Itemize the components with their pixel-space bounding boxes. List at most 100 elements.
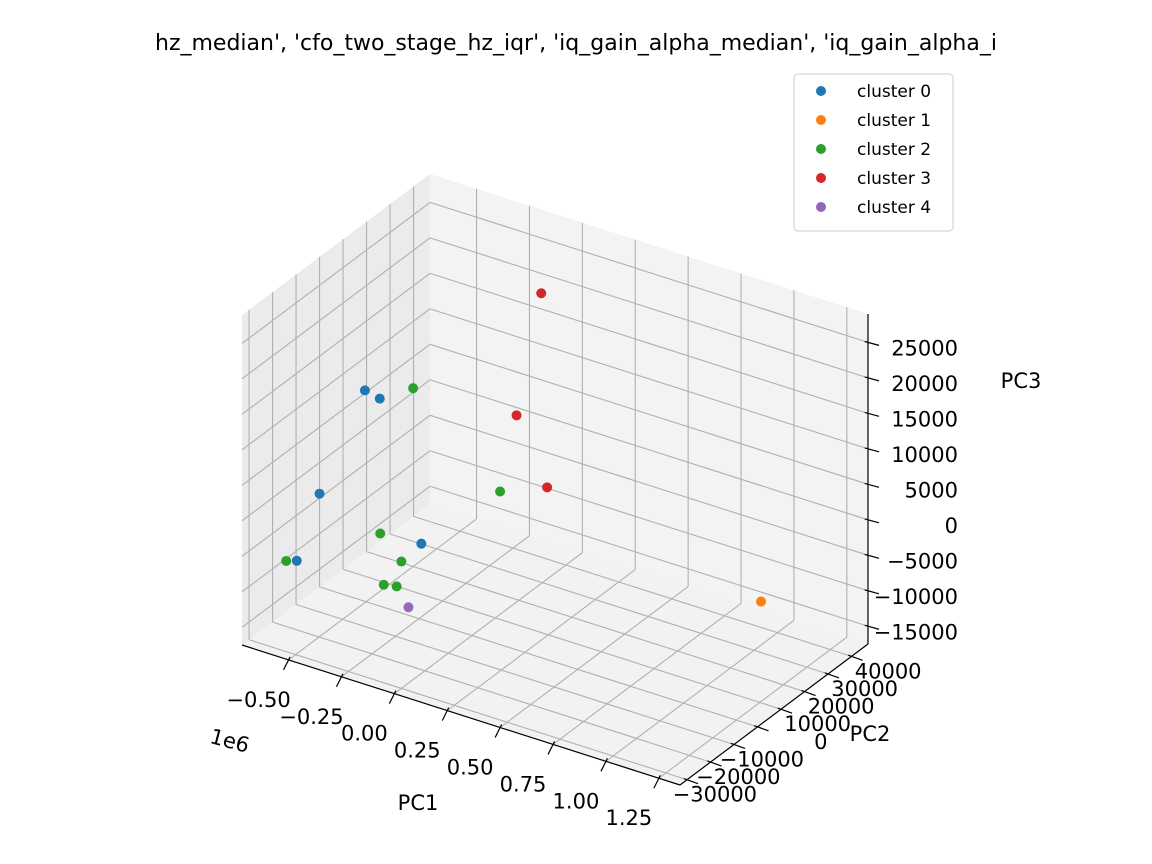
grid-line-z	[429, 485, 869, 627]
grid-line-z	[241, 450, 431, 593]
scatter-point	[408, 383, 419, 394]
y-tick-label: −10000	[720, 747, 804, 771]
grid-lines	[241, 186, 869, 781]
x-tick-label: 0.50	[447, 756, 494, 780]
z-tick-mark	[864, 376, 880, 382]
x-tick-label: 1.00	[553, 789, 600, 813]
scatter-point	[542, 482, 553, 493]
z-tick-label: 25000	[891, 336, 958, 360]
x-tick-mark	[494, 724, 503, 738]
chart-title: hz_median', 'cfo_two_stage_hz_iqr', 'iq_…	[155, 31, 997, 56]
x-tick-label: 0.25	[394, 739, 441, 763]
grid-line-z	[241, 485, 431, 628]
scatter-point	[375, 528, 386, 539]
z-tick-label: −5000	[887, 549, 958, 573]
z-tick-label: 15000	[891, 407, 958, 431]
grid-line-z	[241, 201, 431, 344]
left-wall-pane	[242, 174, 430, 645]
x-tick-label: 1.25	[605, 806, 652, 830]
legend-label: cluster 1	[857, 111, 931, 131]
z-tick-label: 0	[945, 514, 958, 538]
scatter-point	[403, 602, 414, 613]
grid-line-y	[389, 533, 829, 675]
scatter-point	[756, 596, 767, 607]
grid-line-z	[241, 237, 431, 380]
x-axis-line	[241, 644, 681, 786]
y-axis-line	[679, 643, 869, 786]
axis-panes	[242, 174, 868, 785]
y-tick-label: 30000	[831, 677, 898, 701]
x-tick-mark	[388, 690, 397, 704]
legend-marker	[816, 86, 826, 96]
legend-frame	[793, 73, 954, 232]
x-tick-label: 0.75	[500, 772, 547, 796]
x-tick-mark	[600, 758, 608, 772]
grid-line-z	[429, 379, 869, 521]
z-tick-mark	[864, 624, 880, 630]
grid-line-y	[413, 515, 852, 657]
z-tick-mark	[864, 553, 880, 559]
z-tick-label: 20000	[891, 372, 958, 396]
floor-pane	[242, 504, 868, 785]
grid-line-z	[429, 201, 869, 343]
y-tick-mark	[707, 760, 722, 767]
grid-line-z	[241, 343, 431, 486]
scatter-point	[374, 393, 385, 404]
x-tick-mark	[335, 673, 344, 688]
y-tick-label: 40000	[855, 659, 922, 683]
scatter-point	[416, 538, 427, 549]
y-tick-label: 0	[814, 730, 827, 754]
x-tick-label: 0.00	[341, 722, 388, 746]
grid-line-x	[446, 569, 636, 712]
y-tick-label: 10000	[784, 712, 851, 736]
z-tick-label: −10000	[874, 585, 958, 609]
grid-line-z	[429, 414, 869, 556]
x-tick-mark	[547, 741, 556, 755]
y-tick-mark	[801, 689, 816, 697]
scatter-point	[536, 288, 547, 299]
scatter-point	[359, 385, 370, 396]
grid-line-x	[605, 619, 795, 762]
x-tick-label: −0.50	[226, 688, 290, 712]
x-tick-label: −0.25	[279, 705, 343, 729]
data-points	[281, 288, 767, 613]
x-axis-label: PC1	[398, 791, 439, 815]
grid-line-y	[319, 586, 758, 728]
x-tick-mark	[283, 656, 291, 671]
legend-label: cluster 2	[857, 140, 931, 160]
grid-line-z	[429, 237, 869, 379]
z-tick-mark	[864, 518, 880, 524]
scatter-point	[291, 555, 302, 566]
z-tick-label: −15000	[874, 620, 958, 644]
scatter-point	[396, 556, 407, 567]
scatter-point	[391, 581, 402, 592]
z-tick-label: 10000	[891, 443, 958, 467]
legend-label: cluster 3	[857, 169, 931, 189]
grid-line-z	[429, 343, 869, 485]
y-tick-mark	[754, 725, 769, 732]
legend-marker	[816, 202, 826, 212]
z-tick-mark	[864, 447, 880, 453]
grid-line-x	[552, 602, 742, 745]
y-tick-mark	[730, 742, 746, 750]
grid-line-z	[241, 414, 431, 557]
legend-marker	[816, 115, 826, 125]
z-axis-label: PC3	[1001, 369, 1042, 393]
grid-line-x	[658, 636, 848, 779]
scatter-point	[378, 579, 389, 590]
legend-marker	[816, 173, 826, 183]
x-tick-mark	[653, 774, 661, 789]
grid-line-y	[248, 639, 688, 781]
y-tick-label: −30000	[673, 783, 757, 807]
grid-line-y	[342, 568, 782, 710]
y-tick-mark	[683, 777, 699, 785]
legend-label: cluster 0	[857, 82, 931, 102]
grid-line-z	[429, 272, 869, 414]
z-tick-mark	[864, 340, 880, 346]
legend-label: cluster 4	[857, 198, 931, 218]
z-tick-mark	[864, 411, 880, 417]
x-axis-offset-text: 1e6	[207, 724, 252, 757]
grid-line-z	[241, 379, 431, 522]
z-tick-mark	[864, 482, 880, 488]
